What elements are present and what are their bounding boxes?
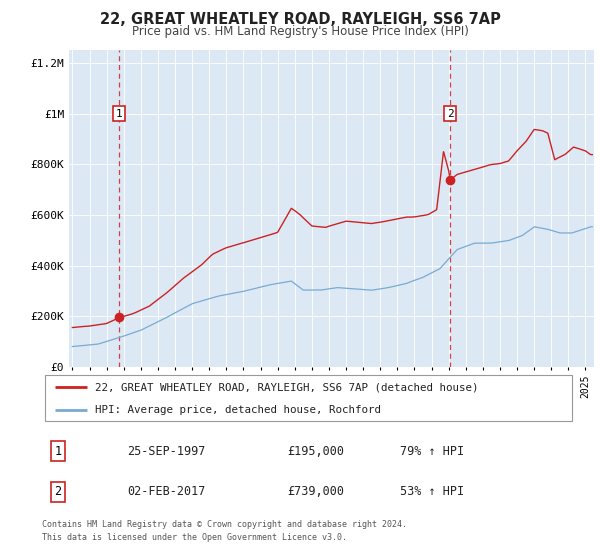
FancyBboxPatch shape [44, 375, 572, 421]
Text: This data is licensed under the Open Government Licence v3.0.: This data is licensed under the Open Gov… [42, 533, 347, 542]
Text: £739,000: £739,000 [287, 485, 344, 498]
Text: 22, GREAT WHEATLEY ROAD, RAYLEIGH, SS6 7AP (detached house): 22, GREAT WHEATLEY ROAD, RAYLEIGH, SS6 7… [95, 382, 479, 393]
Text: 79% ↑ HPI: 79% ↑ HPI [400, 445, 464, 458]
Text: £195,000: £195,000 [287, 445, 344, 458]
Text: HPI: Average price, detached house, Rochford: HPI: Average price, detached house, Roch… [95, 405, 382, 416]
Text: Price paid vs. HM Land Registry's House Price Index (HPI): Price paid vs. HM Land Registry's House … [131, 25, 469, 38]
Text: 2: 2 [55, 485, 62, 498]
Text: 02-FEB-2017: 02-FEB-2017 [127, 485, 206, 498]
Text: 1: 1 [55, 445, 62, 458]
Text: 25-SEP-1997: 25-SEP-1997 [127, 445, 206, 458]
Text: Contains HM Land Registry data © Crown copyright and database right 2024.: Contains HM Land Registry data © Crown c… [42, 520, 407, 529]
Text: 2: 2 [447, 109, 454, 119]
Text: 53% ↑ HPI: 53% ↑ HPI [400, 485, 464, 498]
Text: 1: 1 [116, 109, 122, 119]
Text: 22, GREAT WHEATLEY ROAD, RAYLEIGH, SS6 7AP: 22, GREAT WHEATLEY ROAD, RAYLEIGH, SS6 7… [100, 12, 500, 27]
